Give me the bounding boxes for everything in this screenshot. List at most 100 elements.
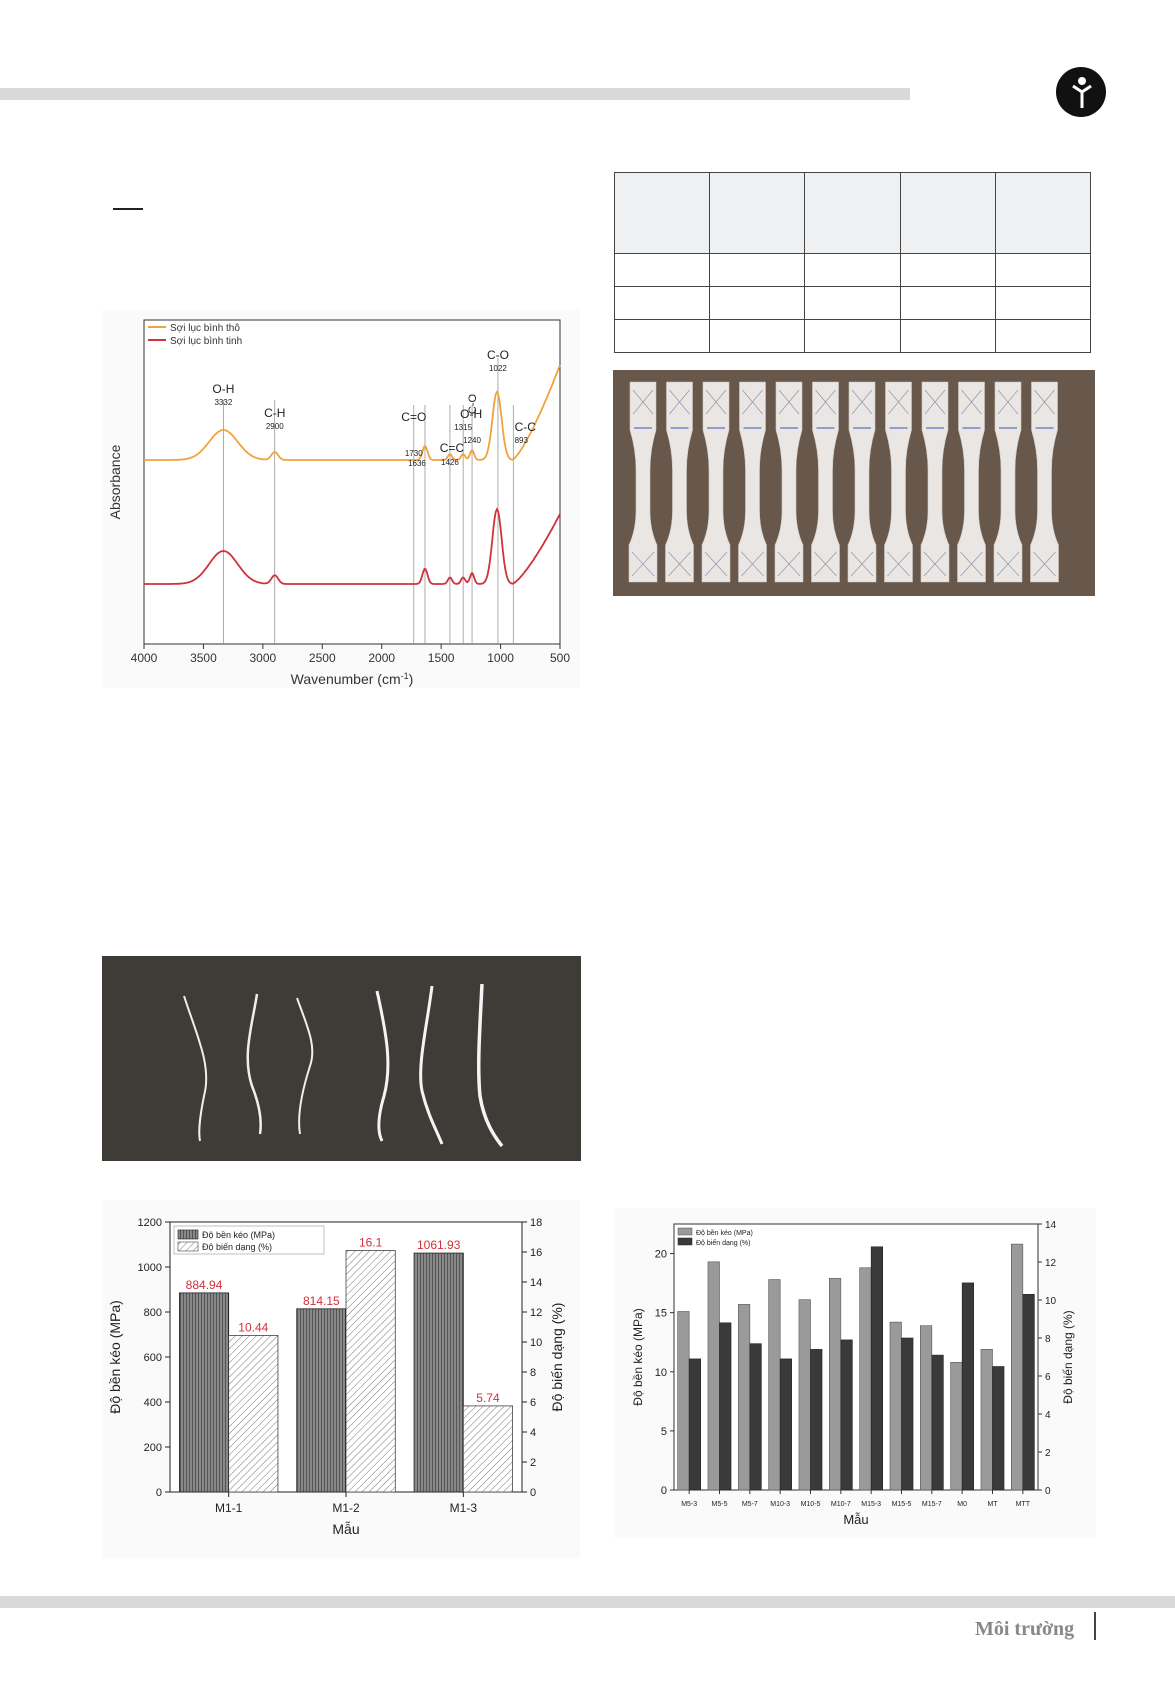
peak-value-label: 1730 [405,449,423,458]
y-right-tick-label: 4 [530,1427,536,1439]
specimen-mark [1033,551,1056,577]
peak-name-label: C-O [487,348,509,362]
specimen-mark [851,389,873,415]
peak-value-label: 1022 [489,364,507,373]
legend-label-raw: Sợi lục bình thô [170,323,240,334]
table-cell [709,319,806,353]
specimen-mark [996,551,1020,577]
x-tick-label: 1500 [428,651,455,665]
table-cell [709,286,806,320]
bar-strain [961,1282,974,1491]
fiber-photo [102,956,581,1161]
specimen-mark [850,551,874,577]
bar-value-label: 16.1 [359,1236,383,1250]
y-right-tick-label: 4 [1045,1410,1051,1421]
bar-tensile [950,1362,963,1491]
specimen-mark [742,389,763,415]
bar-strain [719,1322,732,1491]
x-tick-label: 500 [550,651,570,665]
x-tick-label: M15-3 [861,1501,881,1508]
specimen-mark [1034,389,1055,415]
bar-tensile [1011,1243,1024,1491]
peak-value-label: 2900 [266,422,284,431]
bottom-bar [0,1596,1175,1608]
table-cell [804,286,901,320]
bar-tensile [980,1349,993,1491]
x-tick-label: 1000 [487,651,514,665]
y-axis-label: Absorbance [107,444,123,519]
y-right-axis-label: Độ biến dạng (%) [549,1303,565,1412]
y-left-tick-label: 200 [144,1442,162,1454]
legend-box [173,1225,325,1255]
data-table [613,172,1092,353]
y-left-tick-label: 10 [655,1367,667,1379]
x-tick-label: M15-7 [922,1501,942,1508]
bar-tensile [920,1325,933,1491]
y-right-tick-label: 10 [530,1337,542,1349]
table-cell [804,172,901,254]
y-right-tick-label: 2 [530,1457,536,1469]
bar-value-label: 814.15 [303,1294,340,1308]
tensile-chart-fiber: 0 200 400 600 800 1000 1200 0 2 4 6 8 10 12 14 16 18 884.… [102,1200,580,1558]
y-left-tick-label: 400 [144,1397,162,1409]
specimen-mark [705,389,727,415]
specimen-mark [961,389,982,415]
x-tick-label: M1-1 [215,1501,243,1515]
specimen-mark [960,551,983,577]
y-right-tick-label: 12 [530,1307,542,1319]
x-tick-label: 3000 [250,651,277,665]
table-cell [709,172,806,254]
specimen-mark [815,389,836,415]
y-right-axis-label: Độ biến dạng (%) [1061,1310,1075,1403]
legend-label-tensile: Độ bền kéo (MPa) [202,1230,275,1240]
ftir-spectrum-chart: 4000 3500 3000 2500 2000 1500 1000 500 Wavenumbe… [102,310,580,688]
y-left-axis-label: Độ bền kéo (MPa) [631,1308,645,1405]
peak-name-label: C-O [467,393,479,414]
specimen-dogbone [993,381,1023,583]
x-tick-label: 4000 [131,651,158,665]
bar-tensile [677,1311,690,1491]
specimen-dogbone [738,381,767,583]
x-tick-label: M10-3 [770,1501,790,1508]
bar-value-label: 10.44 [238,1320,268,1334]
y-right-tick-label: 8 [530,1367,536,1379]
x-axis-label: Mẫu [843,1512,868,1527]
specimen-mark [632,389,654,415]
legend-swatch-tensile [177,1229,199,1240]
y-right-tick-label: 0 [530,1487,536,1499]
y-left-tick-label: 0 [156,1487,162,1499]
y-right-tick-label: 14 [1045,1220,1057,1231]
table-cell [994,172,1092,254]
top-bar [0,88,910,100]
peak-name-label: C=C [440,441,465,455]
specimen-dogbone [957,381,986,583]
bar-strain [462,1405,514,1493]
table-cell [899,286,996,320]
y-right-tick-label: 10 [1045,1296,1057,1307]
plot-area [673,1223,1039,1491]
bar-strain [345,1250,396,1493]
y-left-tick-label: 1200 [138,1217,162,1229]
bar-tensile [889,1321,902,1491]
x-tick-label: 2500 [309,651,336,665]
x-tick-label: M5-3 [681,1501,697,1508]
bar-strain [870,1246,883,1491]
table-cell [899,172,996,254]
y-right-tick-label: 0 [1045,1486,1051,1497]
y-left-tick-label: 5 [661,1426,667,1438]
bar-value-label: 5.74 [476,1391,500,1405]
bar-tensile [798,1299,811,1491]
table-cell [804,253,901,287]
bar-strain [992,1366,1005,1491]
bar-tensile [707,1261,720,1491]
specimen-mark [668,551,691,577]
table-header-row [613,172,1092,254]
table-cell [994,319,1092,353]
table-cell [899,253,996,287]
y-right-tick-label: 8 [1045,1334,1051,1345]
peak-value-label: 1636 [408,459,426,468]
legend-label-strain: Độ biến dạng (%) [696,1238,750,1247]
x-tick-label: M1-3 [450,1501,478,1515]
peak-value-label: 1426 [441,458,459,467]
specimen-mark [778,389,800,415]
